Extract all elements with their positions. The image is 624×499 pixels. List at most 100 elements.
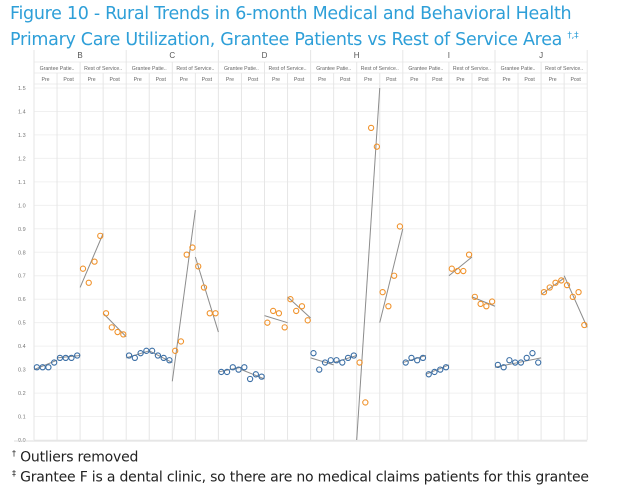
- grantee-data-point: [223, 368, 231, 376]
- group-label: Rest of Service..: [361, 66, 399, 72]
- rest-data-point: [396, 223, 404, 230]
- grantee-data-point: [339, 359, 346, 366]
- title-footnote-marks: †,‡: [567, 31, 579, 41]
- trend-line: [218, 366, 242, 373]
- period-label: Post: [294, 77, 305, 83]
- period-label: Pre: [88, 77, 96, 83]
- y-tick-label: 1.3: [18, 133, 26, 139]
- period-label: Post: [109, 77, 120, 83]
- rest-data-point: [477, 300, 484, 308]
- grantee-data-point: [402, 359, 409, 366]
- rest-data-point: [367, 124, 375, 132]
- grantee-data-point: [350, 352, 357, 359]
- grantee-data-point: [344, 354, 352, 362]
- y-tick-label: 1.4: [18, 109, 26, 115]
- grantee-data-point: [33, 364, 41, 371]
- rest-data-point: [385, 303, 392, 310]
- grantee-data-point: [310, 350, 317, 357]
- grantee-data-point: [523, 354, 530, 362]
- rest-data-point: [304, 317, 311, 324]
- grantee-data-point: [218, 368, 225, 376]
- footnote-outliers: † Outliers removed: [12, 449, 138, 466]
- group-label: Grantee Patie..: [40, 66, 75, 72]
- rest-data-point: [546, 284, 553, 291]
- period-label: Post: [478, 77, 489, 83]
- trend-line: [494, 362, 519, 368]
- rest-data-point: [293, 307, 300, 315]
- y-tick-label: 0.2: [18, 391, 26, 397]
- panel-label: C: [169, 51, 175, 60]
- grantee-data-point: [125, 352, 133, 359]
- grantee-data-point: [535, 359, 542, 366]
- rest-data-point: [91, 258, 98, 265]
- rest-data-point: [114, 328, 121, 336]
- period-label: Post: [202, 77, 213, 83]
- rest-data-point: [102, 310, 110, 317]
- panel-label: D: [262, 51, 268, 60]
- period-label: Pre: [272, 77, 280, 83]
- group-label: Grantee Patie..: [316, 66, 351, 72]
- chart-title-text: Figure 10 - Rural Trends in 6-month Medi…: [10, 4, 572, 50]
- period-label: Pre: [180, 77, 188, 83]
- grantee-data-point: [500, 364, 507, 371]
- footnote-mark: †: [12, 449, 16, 458]
- group-label: Grantee Patie..: [501, 66, 536, 72]
- grantee-data-point: [137, 350, 144, 357]
- rest-data-point: [391, 272, 398, 279]
- trend-line: [563, 275, 588, 328]
- grantee-data-point: [62, 354, 69, 362]
- group-label: Grantee Patie..: [408, 66, 443, 72]
- grantee-data-point: [166, 357, 173, 364]
- grantee-data-point: [529, 350, 536, 357]
- rest-data-point: [540, 289, 548, 296]
- rest-data-point: [379, 289, 386, 296]
- y-tick-label: 0.9: [18, 227, 26, 233]
- rest-data-point: [275, 310, 283, 317]
- grantee-data-point: [246, 375, 254, 383]
- rest-data-point: [79, 265, 87, 272]
- group-label: Grantee Patie..: [132, 66, 167, 72]
- grantee-data-point: [154, 352, 162, 359]
- period-label: Post: [570, 77, 581, 83]
- grantee-data-point: [241, 364, 248, 371]
- grantee-data-point: [143, 347, 150, 354]
- y-tick-label: 0.4: [18, 344, 26, 350]
- panel-label: I: [448, 51, 450, 60]
- footnote-grantee-f: ‡ Grantee F is a dental clinic, so there…: [12, 469, 589, 486]
- footnote-text: Grantee F is a dental clinic, so there a…: [20, 469, 589, 486]
- grantee-data-point: [148, 347, 156, 354]
- rest-data-point: [97, 232, 104, 239]
- panel-label: J: [539, 51, 543, 60]
- rest-data-point: [483, 303, 490, 310]
- rest-data-point: [563, 281, 571, 289]
- rest-data-point: [460, 267, 467, 275]
- footnote-mark: ‡: [12, 469, 16, 478]
- grantee-data-point: [512, 359, 519, 366]
- grantee-data-point: [252, 371, 260, 378]
- y-tick-label: 0.3: [18, 368, 26, 374]
- group-label: Grantee Patie..: [224, 66, 259, 72]
- period-label: Post: [156, 77, 167, 83]
- rest-data-point: [264, 319, 271, 326]
- period-label: Pre: [456, 77, 464, 83]
- group-label: Rest of Service..: [269, 66, 307, 72]
- grantee-data-point: [494, 361, 502, 369]
- trend-line: [356, 87, 381, 441]
- grantee-data-point: [131, 354, 138, 362]
- grantee-data-point: [235, 366, 242, 373]
- rest-data-point: [189, 244, 196, 251]
- rest-data-point: [183, 251, 190, 258]
- panel-label: H: [354, 51, 360, 60]
- panel-label: B: [77, 51, 82, 60]
- group-label: Rest of Service..: [84, 66, 122, 72]
- rest-data-point: [356, 359, 363, 366]
- group-label: Rest of Service..: [176, 66, 214, 72]
- rest-data-point: [575, 289, 582, 296]
- rest-data-point: [454, 267, 461, 275]
- grantee-data-point: [229, 364, 236, 371]
- rest-data-point: [471, 293, 478, 301]
- trend-line: [171, 209, 196, 382]
- rest-data-point: [120, 331, 127, 338]
- rest-data-point: [362, 399, 369, 406]
- period-label: Pre: [226, 77, 234, 83]
